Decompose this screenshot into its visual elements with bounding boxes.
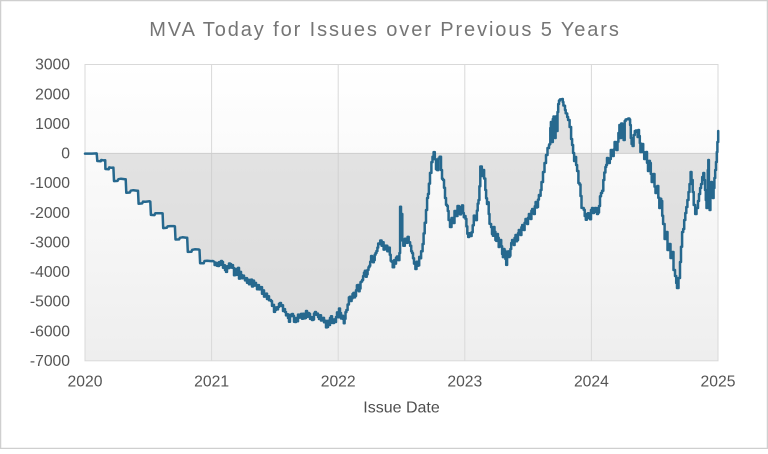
svg-text:-5000: -5000 <box>30 294 70 311</box>
svg-text:-1000: -1000 <box>30 175 70 192</box>
svg-text:2000: 2000 <box>35 86 70 103</box>
svg-text:1000: 1000 <box>35 116 70 133</box>
svg-text:2022: 2022 <box>321 374 356 391</box>
svg-text:-3000: -3000 <box>30 234 70 251</box>
svg-text:2024: 2024 <box>574 374 609 391</box>
svg-text:-4000: -4000 <box>30 264 70 281</box>
svg-text:2023: 2023 <box>447 374 482 391</box>
svg-text:-2000: -2000 <box>30 205 70 222</box>
svg-text:2020: 2020 <box>68 374 103 391</box>
svg-text:-7000: -7000 <box>30 353 70 370</box>
svg-text:2021: 2021 <box>194 374 229 391</box>
svg-text:2025: 2025 <box>701 374 736 391</box>
svg-text:MVA Today for Issues over Prev: MVA Today for Issues over Previous 5 Yea… <box>149 19 621 41</box>
svg-text:0: 0 <box>61 146 70 163</box>
svg-text:Issue Date: Issue Date <box>363 400 440 417</box>
svg-text:3000: 3000 <box>35 57 70 74</box>
svg-text:-6000: -6000 <box>30 323 70 340</box>
